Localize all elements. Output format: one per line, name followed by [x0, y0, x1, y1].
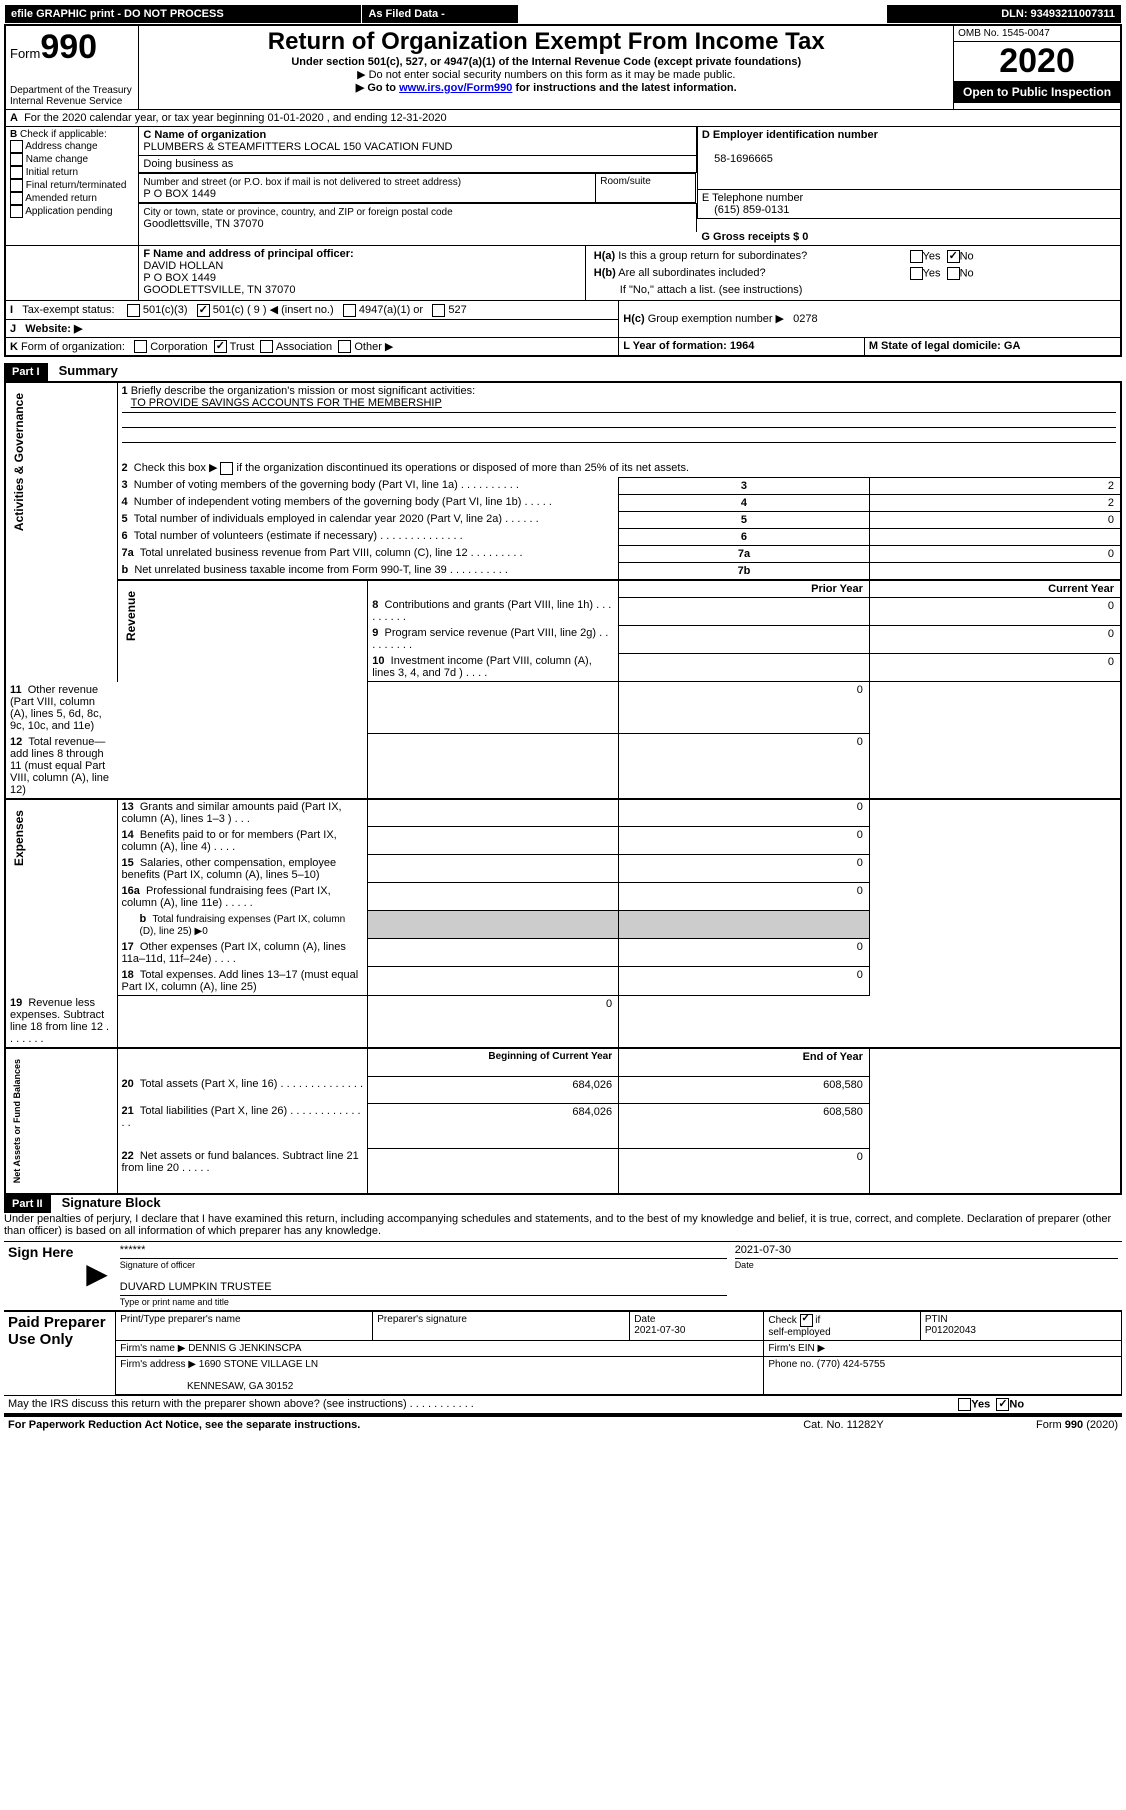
officer-name: DAVID HOLLAN	[143, 260, 223, 272]
irs-link[interactable]: www.irs.gov/Form990	[399, 82, 512, 94]
room: Room/suite	[596, 174, 696, 203]
firm-name: Firm's name ▶ DENNIS G JENKINSCPA	[116, 1341, 764, 1357]
po-box: P O BOX 1449	[143, 188, 216, 200]
paid-preparer: Paid Preparer Use Only	[4, 1311, 116, 1395]
form-footer: Form 990 (2020)	[935, 1417, 1122, 1433]
vert-exp: Expenses	[10, 802, 28, 874]
mission: TO PROVIDE SAVINGS ACCOUNTS FOR THE MEMB…	[131, 397, 442, 409]
website: Website: ▶	[25, 323, 82, 335]
domicile: M State of legal domicile: GA	[869, 340, 1021, 352]
form-label: Form	[10, 46, 40, 61]
begin-year: Beginning of Current Year	[368, 1048, 619, 1076]
ha: Is this a group return for subordinates?	[618, 250, 807, 262]
sub3b: for instructions and the latest informat…	[512, 82, 736, 94]
city-label: City or town, state or province, country…	[143, 207, 452, 218]
firm-addr: Firm's address ▶ 1690 STONE VILLAGE LN	[120, 1359, 318, 1370]
sub3a: ▶ Go to	[356, 82, 399, 94]
sign-here: Sign Here	[4, 1242, 82, 1311]
entity-block: B Check if applicable: Address change Na…	[4, 126, 1122, 245]
d-label: D Employer identification number	[702, 129, 878, 141]
s1-text: Briefly describe the organization's miss…	[131, 385, 475, 397]
sig-officer-label: Signature of officer	[120, 1260, 195, 1270]
form-header: Form990 Department of the Treasury Inter…	[4, 24, 1122, 109]
ptin: P01202043	[925, 1325, 976, 1336]
h-note: If "No," attach a list. (see instruction…	[590, 282, 1116, 298]
hc-label: Group exemption number ▶	[648, 313, 784, 325]
f-label: F Name and address of principal officer:	[143, 248, 353, 260]
gross-receipts: G Gross receipts $ 0	[701, 231, 808, 243]
ein: 58-1696665	[714, 153, 773, 165]
s2: Check this box ▶ if the organization dis…	[134, 462, 689, 474]
tax-status-label: Tax-exempt status:	[22, 304, 114, 316]
sig-stars: ******	[120, 1244, 727, 1256]
prep-date: 2021-07-30	[634, 1325, 685, 1336]
form-990: 990	[40, 28, 97, 66]
phone: (615) 859-0131	[714, 204, 789, 216]
line-a: A For the 2020 calendar year, or tax yea…	[5, 110, 1121, 127]
firm-ein: Firm's EIN ▶	[764, 1341, 1122, 1357]
e-label: E Telephone number	[702, 192, 803, 204]
asfiled: As Filed Data -	[368, 8, 444, 20]
org-name: PLUMBERS & STEAMFITTERS LOCAL 150 VACATI…	[143, 141, 452, 153]
part-ii-label: Part II	[4, 1195, 51, 1213]
prep-sig-h: Preparer's signature	[373, 1311, 630, 1341]
part-i-label: Part I	[4, 363, 48, 381]
group-exemption: 0278	[793, 313, 817, 325]
sign-date: 2021-07-30	[735, 1244, 1118, 1256]
top-banner: efile GRAPHIC print - DO NOT PROCESS As …	[4, 4, 1122, 24]
prior-year: Prior Year	[619, 580, 870, 598]
irs: Internal Revenue Service	[10, 96, 122, 107]
hb: Are all subordinates included?	[618, 267, 765, 279]
sub1: Under section 501(c), 527, or 4947(a)(1)…	[143, 56, 949, 68]
open-public: Open to Public Inspection	[954, 81, 1120, 103]
addr-label: Number and street (or P.O. box if mail i…	[143, 177, 461, 188]
current-year: Current Year	[869, 580, 1121, 598]
sigblock-label: Signature Block	[54, 1195, 161, 1210]
vert-rev: Revenue	[122, 583, 140, 649]
omb: OMB No. 1545-0047	[954, 26, 1120, 42]
end-year: End of Year	[619, 1048, 870, 1076]
perjury: Under penalties of perjury, I declare th…	[4, 1213, 1122, 1237]
dba: Doing business as	[143, 158, 233, 170]
firm-phone: Phone no. (770) 424-5755	[764, 1357, 1122, 1395]
dept: Department of the Treasury	[10, 85, 132, 96]
summary-table: Activities & Governance 1 Briefly descri…	[4, 381, 1122, 1195]
city: Goodlettsville, TN 37070	[143, 218, 263, 230]
pra: For Paperwork Reduction Act Notice, see …	[4, 1417, 752, 1433]
c-label: C Name of organization	[143, 129, 266, 141]
tax-year: 2020	[954, 42, 1120, 81]
name-label: Type or print name and title	[120, 1297, 229, 1307]
irs-discuss: May the IRS discuss this return with the…	[8, 1398, 474, 1410]
signer-name: DUVARD LUMPKIN TRUSTEE	[120, 1281, 727, 1293]
exp-16b: Total fundraising expenses (Part IX, col…	[140, 914, 346, 937]
efile-note: efile GRAPHIC print - DO NOT PROCESS	[11, 8, 224, 20]
firm-addr2: KENNESAW, GA 30152	[187, 1381, 293, 1392]
dln: DLN: 93493211007311	[1001, 8, 1115, 20]
officer-addr1: P O BOX 1449	[143, 272, 216, 284]
prep-name-h: Print/Type preparer's name	[116, 1311, 373, 1341]
officer-addr2: GOODLETTSVILLE, TN 37070	[143, 284, 295, 296]
year-formation: L Year of formation: 1964	[623, 340, 754, 352]
k-label: Form of organization:	[21, 341, 125, 353]
cat-no: Cat. No. 11282Y	[752, 1417, 936, 1433]
title: Return of Organization Exempt From Incom…	[143, 28, 949, 56]
vert-ag: Activities & Governance	[10, 385, 28, 539]
self-emp: Check ifself-employed	[764, 1311, 920, 1341]
date-label: Date	[735, 1260, 754, 1270]
summary-label: Summary	[51, 363, 118, 378]
sub2: ▶ Do not enter social security numbers o…	[143, 68, 949, 81]
vert-na: Net Assets or Fund Balances	[10, 1051, 24, 1191]
